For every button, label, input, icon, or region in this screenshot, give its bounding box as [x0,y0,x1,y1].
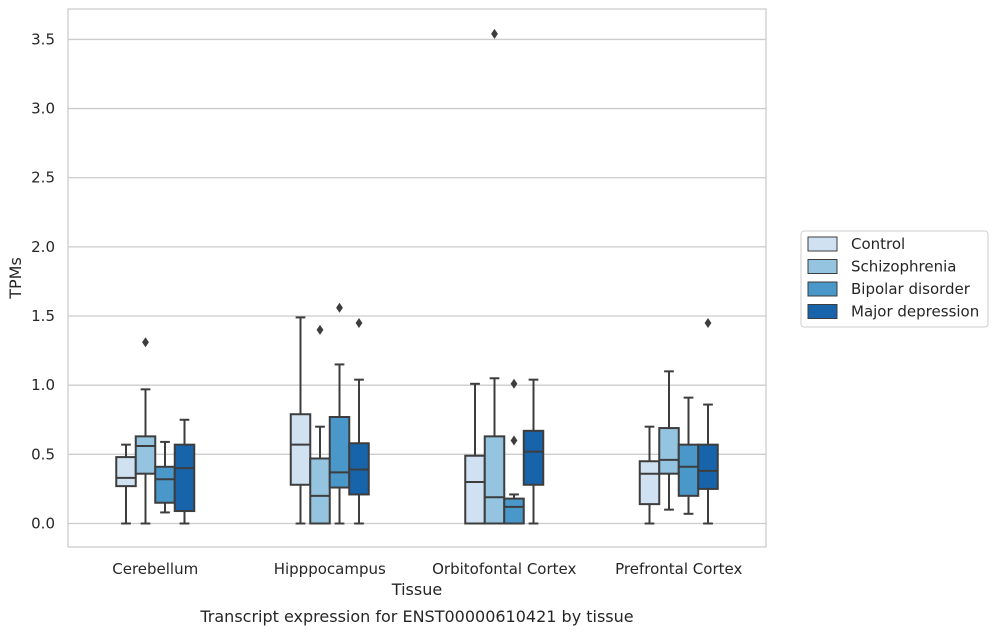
y-tick-label: 1.5 [31,307,55,325]
legend-frame [800,230,989,328]
outlier-marker [491,28,498,39]
x-tick-label: Hipppocampus [274,560,386,578]
legend-swatch [807,259,838,274]
outlier-marker [142,337,149,348]
box-iqr [464,454,486,525]
y-tick-label: 0.0 [31,514,55,532]
outlier-marker [510,435,518,446]
outlier-marker [510,378,518,389]
legend-swatch [807,281,838,297]
box-3-1 [658,370,680,511]
legend-swatch [807,304,838,319]
outlier-marker [704,317,712,328]
y-axis-label: TPMs [6,257,25,300]
box-1-0 [289,316,312,525]
box-0-1 [134,337,157,525]
box-iqr [677,443,700,497]
box-1-1 [309,324,331,525]
box-iqr [522,429,545,486]
box-2-2 [503,378,525,525]
legend: Control Schizophrenia Bipolar disorder Majo… [800,230,989,328]
legend-swatch [807,236,838,252]
box-iqr [503,497,525,525]
box-iqr [134,435,157,475]
y-tick-label: 3.5 [31,30,55,48]
box-iqr [658,427,680,475]
legend-label: Schizophrenia [851,258,956,276]
boxes [115,28,719,525]
box-1-2 [328,302,351,525]
box-iqr [115,456,137,488]
x-tick-labels: Cerebellum Hipppocampus Orbitofontal Corte… [112,560,742,578]
x-tick-label: Prefrontal Cortex [615,560,742,578]
box-iqr [483,435,506,525]
box-2-1 [483,28,506,525]
outlier-marker [336,302,343,313]
x-tick-label: Orbitofontal Cortex [432,560,576,578]
box-0-3 [173,418,196,525]
box-iqr [154,465,176,504]
x-axis-label: Tissue [391,580,442,599]
legend-label: Major depression [851,303,979,321]
box-iqr [697,443,719,490]
box-2-0 [464,382,486,525]
box-3-2 [677,396,700,515]
box-iqr [328,415,351,489]
chart-caption: Transcript expression for ENST0000061042… [199,607,633,626]
box-2-3 [522,378,545,525]
box-iqr [173,443,196,513]
y-tick-label: 0.5 [31,445,55,463]
box-3-3 [697,317,719,525]
plot-area-frame [67,8,767,548]
box-1-3 [348,317,370,525]
x-tick-label: Cerebellum [112,560,198,578]
box-iqr [638,460,661,506]
y-tick-label: 2.0 [31,238,55,256]
legend-label: Bipolar disorder [851,280,971,298]
legend-label: Control [851,235,905,253]
y-tick-label: 1.0 [31,376,55,394]
y-tick-labels: 0.0 0.5 1.0 1.5 2.0 2.5 3.0 3.5 [31,30,55,532]
box-iqr [289,413,312,486]
box-3-0 [638,425,661,525]
outlier-marker [355,317,363,328]
box-0-2 [154,440,176,514]
box-0-0 [115,443,137,525]
outlier-marker [316,324,324,335]
y-tick-label: 2.5 [31,169,55,187]
box-iqr [309,457,331,525]
y-tick-label: 3.0 [31,100,55,118]
